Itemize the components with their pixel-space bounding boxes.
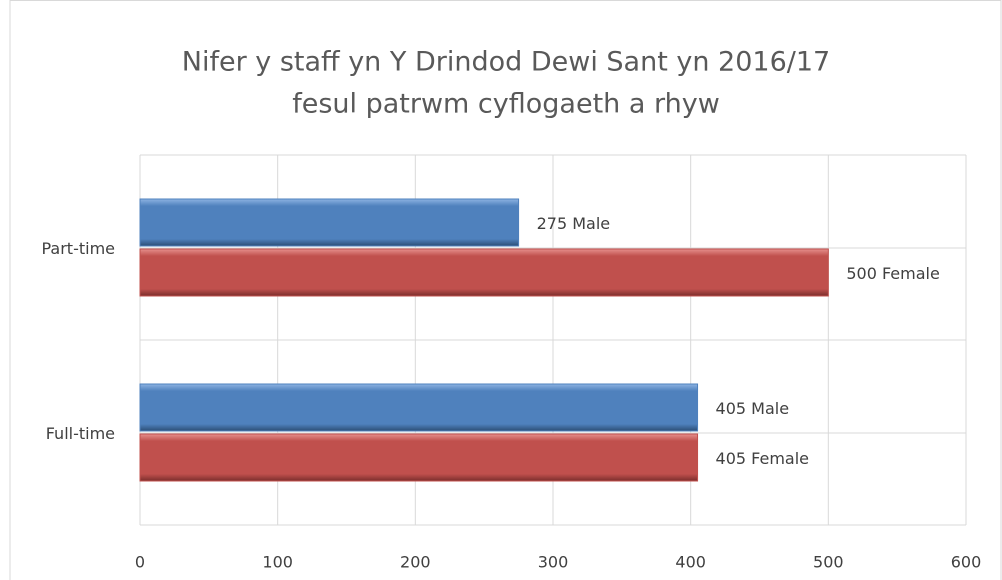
bar xyxy=(139,198,520,247)
x-tick-label: 100 xyxy=(262,553,293,572)
bar xyxy=(139,383,699,432)
y-tick-label: Full-time xyxy=(46,424,115,443)
bar xyxy=(139,433,699,482)
data-label: 500 Female xyxy=(846,264,939,283)
x-tick-label: 400 xyxy=(675,553,706,572)
data-label: 275 Male xyxy=(537,214,611,233)
x-tick-label: 500 xyxy=(813,553,844,572)
y-tick-label: Part-time xyxy=(41,239,115,258)
x-tick-label: 300 xyxy=(538,553,569,572)
x-tick-label: 600 xyxy=(951,553,982,572)
x-tick-label: 200 xyxy=(400,553,431,572)
x-tick-label: 0 xyxy=(135,553,145,572)
data-label: 405 Female xyxy=(716,449,809,468)
bar xyxy=(139,248,829,297)
data-label: 405 Male xyxy=(716,399,790,418)
chart-title: fesul patrwm cyflogaeth a rhyw xyxy=(292,89,720,120)
chart-title: Nifer y staff yn Y Drindod Dewi Sant yn … xyxy=(182,47,830,78)
